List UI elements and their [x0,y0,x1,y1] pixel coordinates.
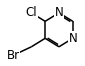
Text: N: N [55,6,63,19]
Text: N: N [68,32,77,45]
Text: Cl: Cl [26,6,37,19]
Text: Br: Br [7,49,20,62]
